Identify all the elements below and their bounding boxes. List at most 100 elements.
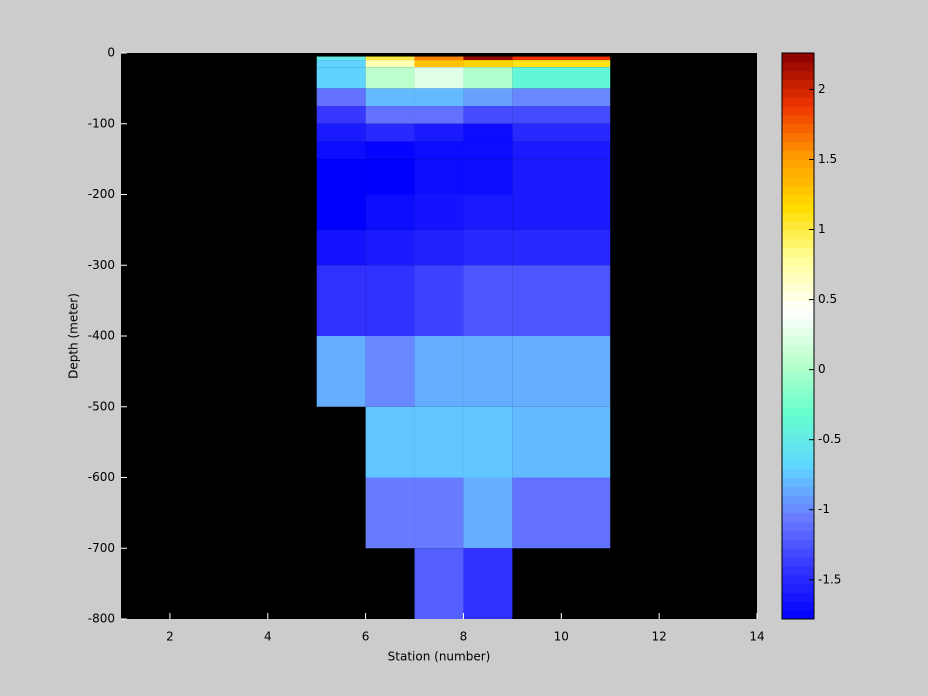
colorbar-swatch bbox=[782, 265, 814, 275]
heatmap-cell bbox=[512, 265, 611, 336]
heatmap-cell bbox=[316, 106, 366, 124]
heatmap-cell bbox=[414, 336, 464, 407]
heatmap-cell bbox=[316, 336, 366, 407]
colorbar-swatch bbox=[782, 362, 814, 372]
colorbar-swatch bbox=[782, 495, 814, 505]
colorbar-swatch bbox=[782, 592, 814, 602]
colorbar-swatch bbox=[782, 114, 814, 125]
y-tick-label: -500 bbox=[88, 399, 115, 413]
colorbar-swatch bbox=[782, 450, 814, 461]
heatmap-cell bbox=[463, 159, 513, 195]
colorbar-swatch bbox=[782, 79, 814, 89]
y-tick-label: -400 bbox=[88, 329, 115, 343]
heatmap-cell bbox=[316, 123, 366, 142]
x-axis-label: Station (number) bbox=[388, 650, 491, 664]
heatmap-cell bbox=[512, 123, 611, 142]
colorbar-swatch bbox=[782, 336, 814, 346]
colorbar-swatch bbox=[782, 300, 814, 310]
heatmap-cell bbox=[463, 194, 513, 230]
heatmap-cell bbox=[512, 141, 611, 160]
heatmap-cell bbox=[512, 159, 611, 195]
heatmap-cell bbox=[365, 60, 415, 68]
colorbar-tick-label: 1 bbox=[818, 222, 826, 236]
heatmap-cell bbox=[414, 56, 464, 61]
colorbar-swatch bbox=[782, 247, 814, 257]
heatmap-cell bbox=[512, 406, 611, 478]
heatmap-cell bbox=[316, 60, 366, 68]
heatmap-cell bbox=[365, 123, 415, 142]
heatmap-cell bbox=[512, 67, 611, 89]
colorbar-swatch bbox=[782, 238, 814, 249]
colorbar-swatch bbox=[782, 459, 814, 470]
colorbar-swatch bbox=[782, 521, 814, 532]
colorbar-swatch bbox=[782, 309, 814, 319]
colorbar-swatch bbox=[782, 53, 814, 63]
colorbar-swatch bbox=[782, 97, 814, 107]
heatmap-cell bbox=[365, 336, 415, 407]
colorbar-swatch bbox=[782, 176, 814, 187]
colorbar-swatch bbox=[782, 583, 814, 593]
colorbar-frame bbox=[781, 52, 815, 620]
heatmap-cell bbox=[316, 229, 366, 266]
x-tick-label: 14 bbox=[749, 630, 764, 644]
colorbar-swatch bbox=[782, 123, 814, 134]
heatmap-cell bbox=[463, 123, 513, 142]
heatmap-cell bbox=[414, 67, 464, 89]
y-axis-label: Depth (meter) bbox=[67, 293, 81, 379]
x-tick-label: 2 bbox=[166, 630, 174, 644]
colorbar-swatch bbox=[782, 433, 814, 443]
heatmap-cell bbox=[365, 141, 415, 160]
heatmap-cell bbox=[414, 60, 464, 68]
colorbar-swatch bbox=[782, 106, 814, 116]
heatmap-cell bbox=[365, 56, 415, 61]
heatmap-cell bbox=[414, 265, 464, 336]
colorbar-swatch bbox=[782, 167, 814, 178]
heatmap-cell bbox=[365, 406, 415, 478]
heatmap-cell bbox=[414, 194, 464, 230]
y-tick-label: -100 bbox=[88, 116, 115, 130]
colorbar-swatch bbox=[782, 565, 814, 576]
colorbar-tick-label: -0.5 bbox=[818, 432, 841, 446]
heatmap-cell bbox=[365, 67, 415, 89]
colorbar-tick-label: 2 bbox=[818, 82, 826, 96]
colorbar-swatch bbox=[782, 548, 814, 558]
heatmap-cell bbox=[365, 88, 415, 107]
heatmap-cell bbox=[316, 67, 366, 89]
colorbar-swatch bbox=[782, 318, 814, 328]
heatmap-cell bbox=[463, 477, 513, 549]
x-tick-label: 8 bbox=[460, 630, 468, 644]
heatmap-cell bbox=[414, 406, 464, 478]
colorbar-swatch bbox=[782, 132, 814, 142]
colorbar-swatch bbox=[782, 504, 814, 514]
heatmap-cell bbox=[463, 106, 513, 124]
y-tick-label: -700 bbox=[88, 541, 115, 555]
heatmap-cell bbox=[463, 229, 513, 266]
colorbar-swatch bbox=[782, 141, 814, 151]
y-tick-label: -300 bbox=[88, 258, 115, 272]
colorbar-swatch bbox=[782, 353, 814, 364]
colorbar-tick-label: 0 bbox=[818, 362, 826, 376]
heatmap-cell bbox=[414, 88, 464, 107]
heatmap-cell bbox=[463, 406, 513, 478]
colorbar-swatch bbox=[782, 70, 814, 81]
x-tick-label: 6 bbox=[362, 630, 370, 644]
heatmap-cell bbox=[463, 141, 513, 160]
heatmap-cell bbox=[463, 56, 513, 61]
colorbar-tick-label: -1 bbox=[818, 502, 830, 516]
x-tick-label: 10 bbox=[554, 630, 569, 644]
colorbar-swatch bbox=[782, 512, 814, 523]
colorbar-swatch bbox=[782, 397, 814, 408]
colorbar-swatch bbox=[782, 442, 814, 452]
heatmap-cell bbox=[512, 88, 611, 107]
heatmap-cell bbox=[463, 336, 513, 407]
colorbar-swatch bbox=[782, 468, 814, 478]
colorbar-swatch bbox=[782, 203, 814, 213]
y-tick-label: -800 bbox=[88, 612, 115, 626]
colorbar-swatch bbox=[782, 229, 814, 240]
heatmap-cell bbox=[463, 265, 513, 336]
heatmap-cell bbox=[512, 60, 611, 68]
heatmap-cell bbox=[316, 159, 366, 195]
heatmap-cell bbox=[365, 194, 415, 230]
heatmap-cell bbox=[365, 477, 415, 549]
